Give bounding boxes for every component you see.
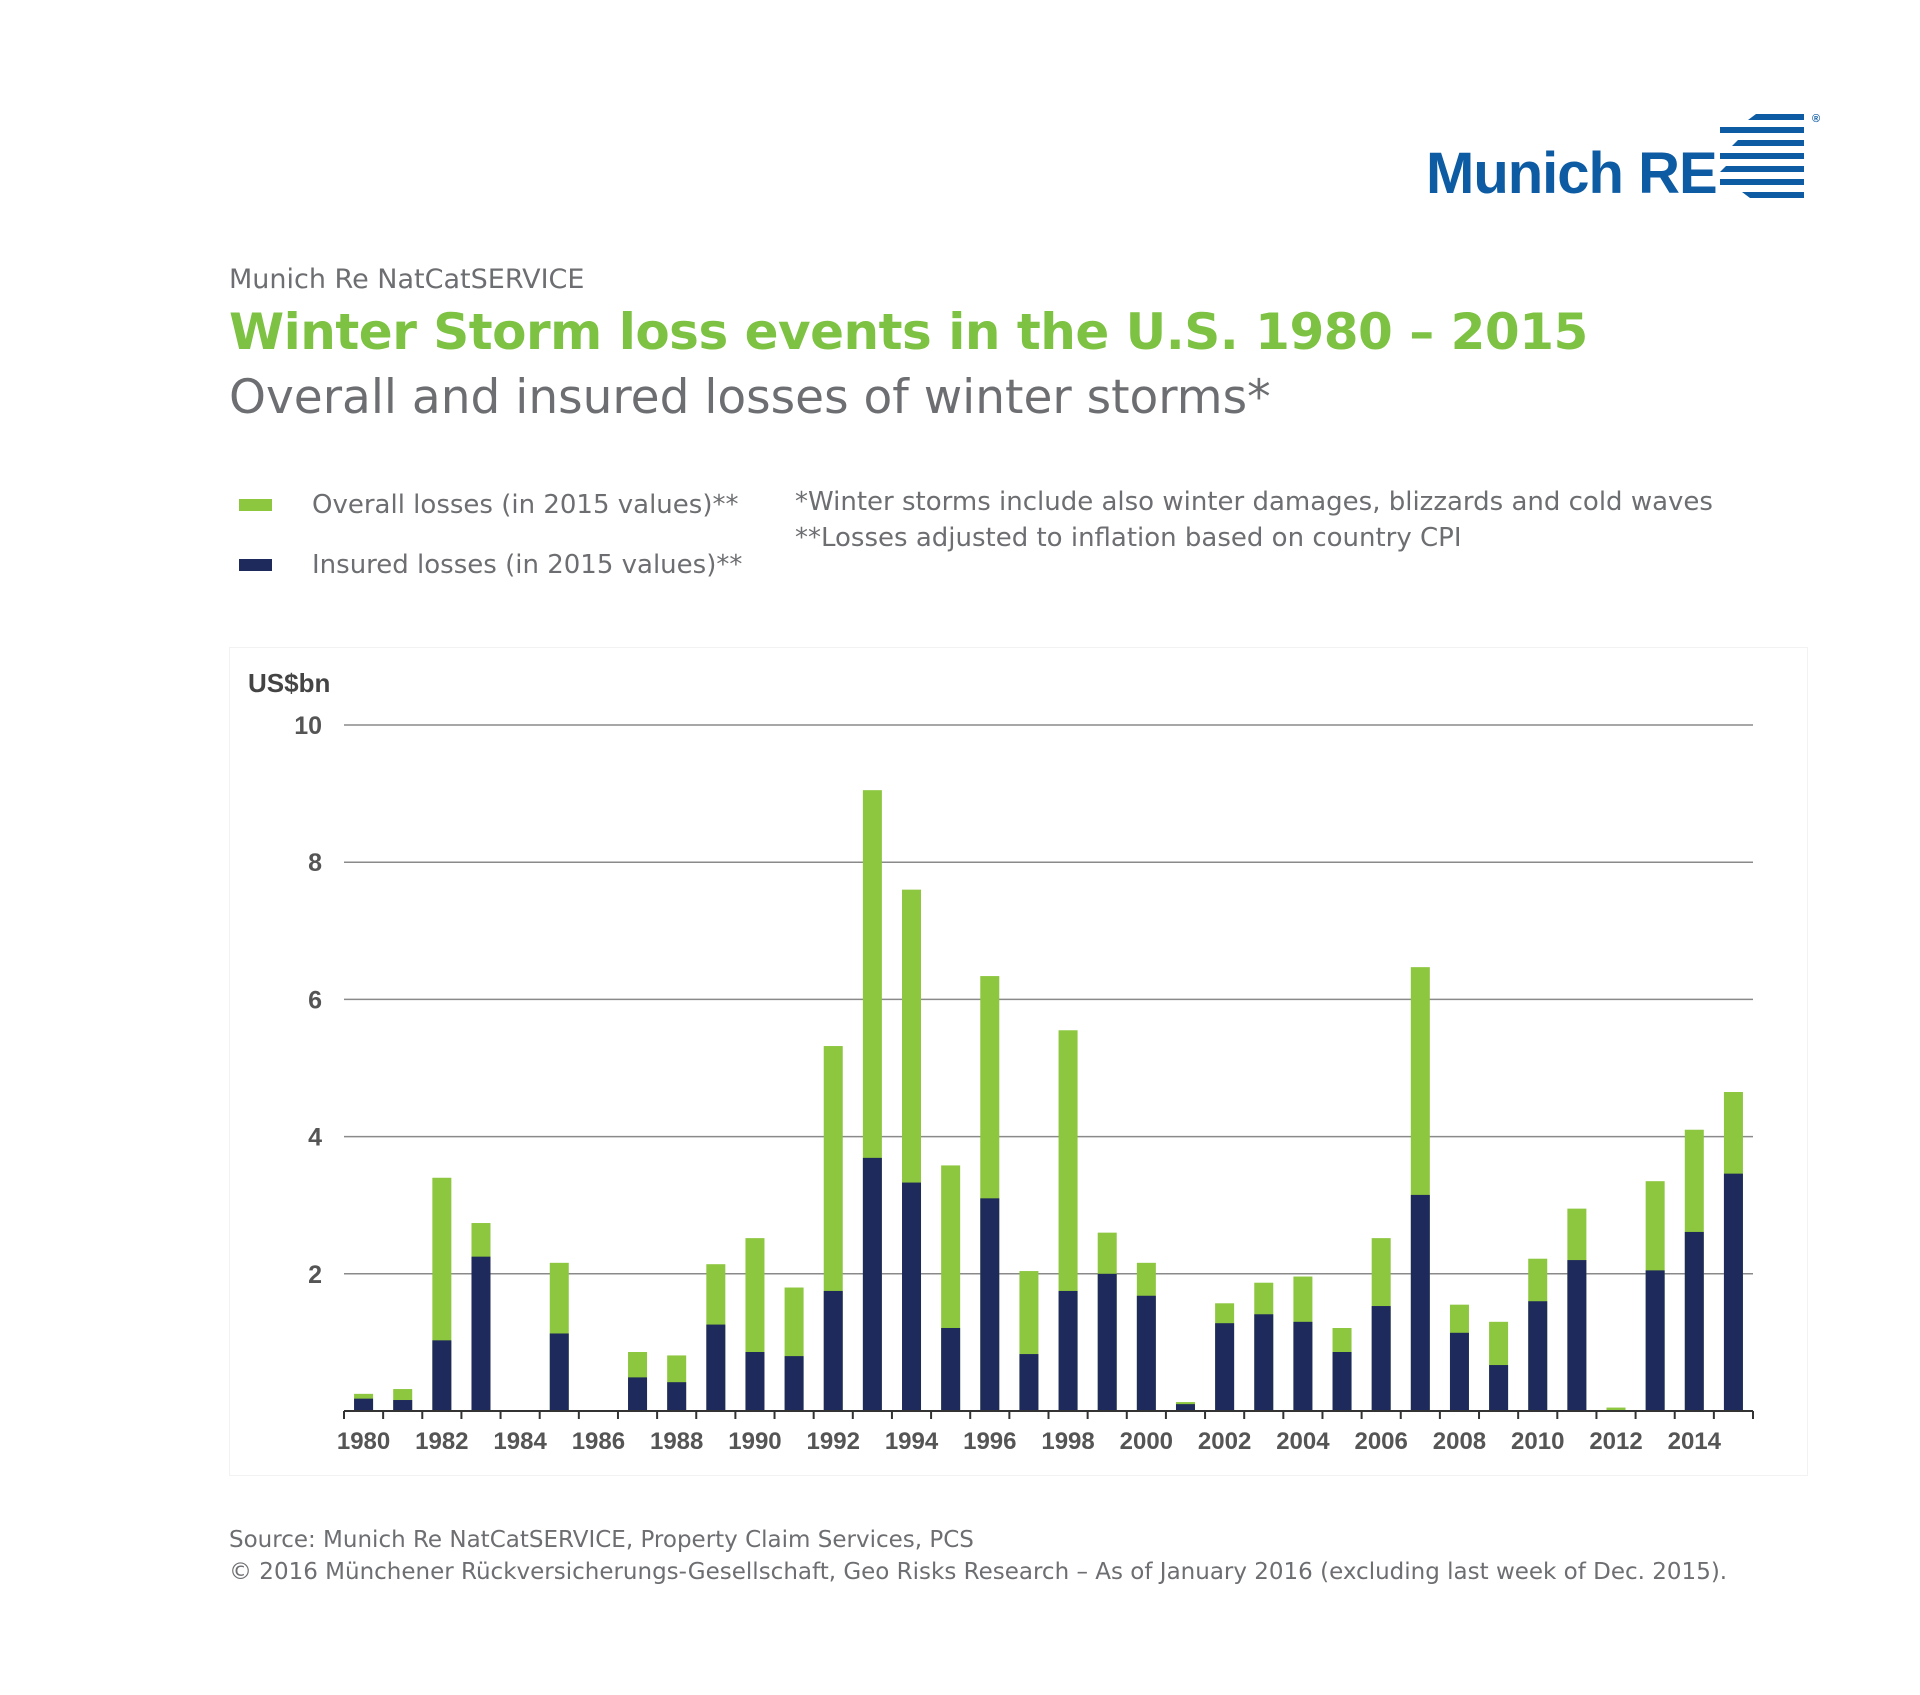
legend-swatch-overall: [239, 499, 272, 511]
bar-insured-2001: [1175, 1404, 1195, 1411]
bar-insured-2000: [1136, 1295, 1156, 1411]
legend-label: Insured losses (in 2015 values)**: [312, 550, 743, 580]
chart-subtitle: Overall and insured losses of winter sto…: [229, 370, 1271, 425]
x-tick-label: 1980: [337, 1428, 390, 1455]
bar-insured-2010: [1528, 1301, 1548, 1411]
bar-insured-2002: [1215, 1323, 1235, 1411]
x-tick-label: 1988: [650, 1428, 703, 1455]
bar-insured-1998: [1058, 1290, 1078, 1411]
x-tick-label: 2002: [1198, 1428, 1251, 1455]
bar-insured-2014: [1684, 1231, 1704, 1411]
bar-insured-2013: [1645, 1270, 1665, 1411]
chart-title: Winter Storm loss events in the U.S. 198…: [229, 303, 1588, 361]
y-tick-label: 2: [308, 1261, 322, 1289]
legend-item-insured: Insured losses (in 2015 values)**: [239, 550, 742, 580]
x-tick-label: 1992: [807, 1428, 860, 1455]
bar-insured-2011: [1567, 1260, 1587, 1411]
bar-insured-1995: [941, 1327, 961, 1411]
copyright-text: © 2016 Münchener Rückversicherungs-Gesel…: [229, 1559, 1728, 1585]
x-tick-label: 1990: [728, 1428, 781, 1455]
footnote-winter-storms: *Winter storms include also winter damag…: [795, 487, 1713, 517]
bar-insured-2008: [1449, 1332, 1469, 1411]
bar-insured-1983: [471, 1256, 491, 1411]
x-tick-label: 2014: [1668, 1428, 1722, 1455]
x-tick-label: 2010: [1511, 1428, 1564, 1455]
x-tick-label: 2004: [1276, 1428, 1330, 1455]
bar-insured-2007: [1410, 1194, 1430, 1411]
bar-insured-1987: [628, 1377, 648, 1411]
chart-panel: US$bn 2 4 6 8 10 1980 1982 1984 1986 1988 1990 1992 1…: [229, 647, 1808, 1476]
x-tick-label: 1994: [885, 1428, 939, 1455]
munich-re-logo-icon: ®: [1720, 113, 1820, 198]
x-tick-label: 2006: [1354, 1428, 1407, 1455]
bar-overall-2012: [1606, 1407, 1626, 1411]
x-tick-label: 1982: [415, 1428, 468, 1455]
bar-insured-2003: [1254, 1314, 1274, 1411]
bar-insured-1980: [354, 1398, 374, 1411]
bar-insured-1982: [432, 1340, 452, 1411]
bar-insured-1999: [1097, 1273, 1117, 1411]
legend-item-overall: Overall losses (in 2015 values)**: [239, 490, 738, 520]
bar-insured-2015: [1723, 1173, 1743, 1411]
bar-insured-1981: [393, 1400, 413, 1411]
y-tick-label: 6: [308, 986, 322, 1014]
bar-insured-1991: [784, 1356, 804, 1411]
bar-insured-2005: [1332, 1352, 1352, 1411]
x-tick-label: 1986: [572, 1428, 625, 1455]
bar-insured-1993: [862, 1157, 882, 1411]
bar-insured-1992: [823, 1290, 843, 1411]
footnote-inflation: **Losses adjusted to inflation based on …: [795, 523, 1462, 553]
bar-chart: US$bn 2 4 6 8 10 1980 1982 1984 1986 1988 1990 1992 1…: [248, 668, 1754, 1455]
x-tick-label: 2000: [1120, 1428, 1173, 1455]
bar-insured-2006: [1371, 1306, 1391, 1411]
legend-label: Overall losses (in 2015 values)**: [312, 490, 739, 520]
munich-re-logo-text: Munich RE: [1426, 141, 1718, 206]
bar-insured-1989: [706, 1324, 726, 1411]
bar-insured-1985: [549, 1333, 569, 1411]
bar-insured-1997: [1019, 1354, 1039, 1411]
source-text: Source: Munich Re NatCatSERVICE, Propert…: [229, 1527, 974, 1553]
x-tick-label: 1984: [493, 1428, 547, 1455]
bar-insured-2004: [1293, 1321, 1313, 1411]
bar-insured-1988: [667, 1382, 687, 1411]
y-tick-label: 4: [308, 1124, 322, 1152]
y-axis-label: US$bn: [248, 668, 330, 698]
x-tick-label: 2012: [1589, 1428, 1642, 1455]
y-tick-label: 10: [294, 712, 322, 740]
legend-swatch-insured: [239, 559, 272, 571]
bar-insured-1994: [902, 1182, 922, 1411]
kicker: Munich Re NatCatSERVICE: [229, 264, 585, 295]
bar-insured-2009: [1489, 1365, 1509, 1411]
x-tick-label: 2008: [1433, 1428, 1486, 1455]
bar-insured-1990: [745, 1352, 765, 1411]
x-tick-label: 1996: [963, 1428, 1016, 1455]
x-tick-label: 1998: [1041, 1428, 1094, 1455]
bar-insured-1996: [980, 1198, 1000, 1411]
registered-mark: ®: [1812, 113, 1820, 125]
y-tick-label: 8: [308, 849, 322, 877]
